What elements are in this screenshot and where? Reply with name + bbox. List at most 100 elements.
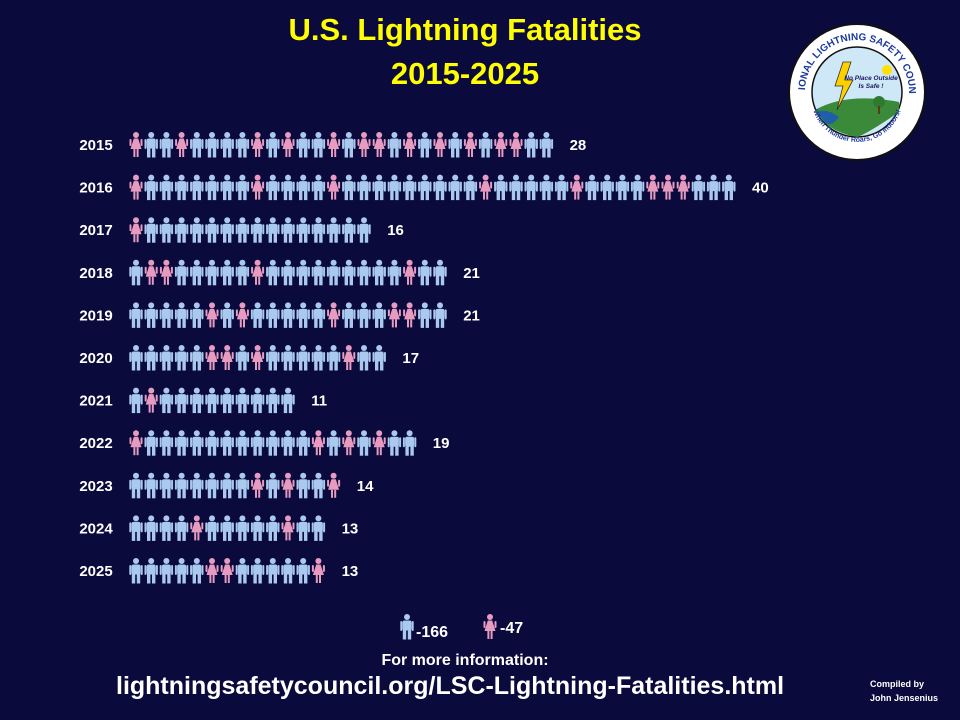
male-icon-2015-22 [448,132,462,158]
male-icon-2017-9 [250,217,265,243]
male-icon-2016-11 [281,174,295,201]
title-line-2: 2015-2025 [390,56,540,91]
male-icon-2023-5 [190,472,204,499]
male-icon-2017-6 [205,217,219,243]
female-icon-2025-7 [220,558,234,583]
male-icon-2019-20 [418,302,432,328]
male-icon-2015-10 [266,132,280,158]
male-icon-2020-13 [311,345,326,371]
male-icon-2020-3 [159,345,174,371]
male-icon-2020-4 [174,345,189,371]
female-icon-2019-6 [205,302,219,328]
male-icon-2024-10 [266,515,280,541]
male-icon-2024-7 [220,515,234,541]
value-label-2018: 21 [463,265,480,282]
male-icon-2024-6 [205,515,219,541]
footer-url-link[interactable]: lightningsafetycouncil.org/LSC-Lightning… [116,672,785,700]
male-icon-2022-9 [250,430,265,456]
value-label-2019: 21 [463,307,480,324]
female-icon-2016-9 [251,174,265,200]
male-icon-2025-12 [296,558,310,584]
male-icon-2022-14 [326,430,341,456]
male-icon-2016-22 [448,174,462,201]
male-icon-2019-16 [357,302,371,328]
bar-2025 [129,558,325,584]
value-label-2017: 16 [387,222,404,239]
year-label-2025: 2025 [79,563,112,580]
male-icon-2025-8 [235,558,250,584]
male-icon-2019-5 [190,302,204,328]
male-icon-2021-4 [174,387,189,414]
male-icon-2016-23 [463,174,478,201]
male-icon-2016-34 [630,174,645,201]
bar-2020 [129,345,386,371]
male-icon-2024-2 [144,515,158,541]
female-icon-2022-17 [372,430,386,456]
legend-female-icon [483,614,497,639]
year-label-2017: 2017 [79,222,112,239]
male-icon-2015-6 [205,132,219,158]
male-icon-2019-1 [129,302,143,328]
male-icon-2016-20 [418,174,432,201]
male-icon-2016-17 [372,174,386,201]
male-icon-2015-13 [311,132,326,158]
female-icon-2020-6 [205,345,219,370]
male-icon-2016-19 [402,174,417,201]
male-icon-2017-16 [357,217,371,243]
bar-2022 [129,430,417,456]
legend-male-icon [400,614,414,640]
male-icon-2015-15 [342,132,356,158]
male-icon-2016-4 [174,174,189,201]
male-icon-2025-4 [174,558,189,584]
male-icon-2022-7 [220,430,234,456]
male-icon-2015-27 [524,132,538,158]
male-icon-2023-1 [129,472,143,499]
male-icon-2016-6 [205,174,219,201]
credit-line-1: Compiled by [870,679,925,689]
female-icon-2025-13 [311,558,325,583]
male-icon-2021-10 [266,387,280,414]
year-label-2018: 2018 [79,265,112,282]
female-icon-2023-14 [327,472,341,498]
logo-center-line-2: Is Safe ! [859,83,885,90]
male-icon-2022-6 [205,430,219,456]
bar-2019 [129,302,447,328]
male-icon-2019-4 [174,302,189,328]
logo: NATIONAL LIGHTNING SAFETY COUNCIL When T… [787,22,926,161]
female-icon-2015-1 [129,132,143,157]
male-icon-2022-11 [281,430,295,456]
male-icon-2019-10 [266,302,280,328]
bar-2021 [129,387,295,414]
legend: -166 -47 [400,614,523,641]
male-icon-2019-15 [342,302,356,328]
male-icon-2021-7 [220,387,234,414]
year-label-2021: 2021 [79,393,112,410]
logo-sun-icon [882,65,892,75]
male-icon-2016-31 [585,174,599,201]
male-icon-2023-4 [174,472,189,499]
male-icon-2020-12 [296,345,310,371]
value-label-2024: 13 [342,520,359,537]
lightning-bolt-icon [834,61,854,111]
male-icon-2018-1 [129,259,143,286]
bar-2015 [129,132,554,158]
male-icon-2016-3 [159,174,174,201]
male-icon-2024-3 [159,515,174,541]
male-icon-2018-15 [342,259,356,286]
female-icon-2015-14 [327,132,341,157]
male-icon-2025-1 [129,558,143,584]
male-icon-2016-5 [190,174,204,201]
male-icon-2025-5 [190,558,204,584]
male-icon-2025-11 [281,558,295,584]
male-icon-2018-20 [418,259,432,286]
male-icon-2016-18 [387,174,402,201]
male-icon-2022-19 [402,430,417,456]
female-icon-2020-9 [251,345,265,370]
male-icon-2015-12 [296,132,310,158]
male-icon-2018-10 [266,259,280,286]
male-icon-2019-12 [296,302,310,328]
female-icon-2021-2 [144,387,158,413]
male-icon-2018-13 [311,259,326,286]
year-label-2015: 2015 [79,137,112,154]
